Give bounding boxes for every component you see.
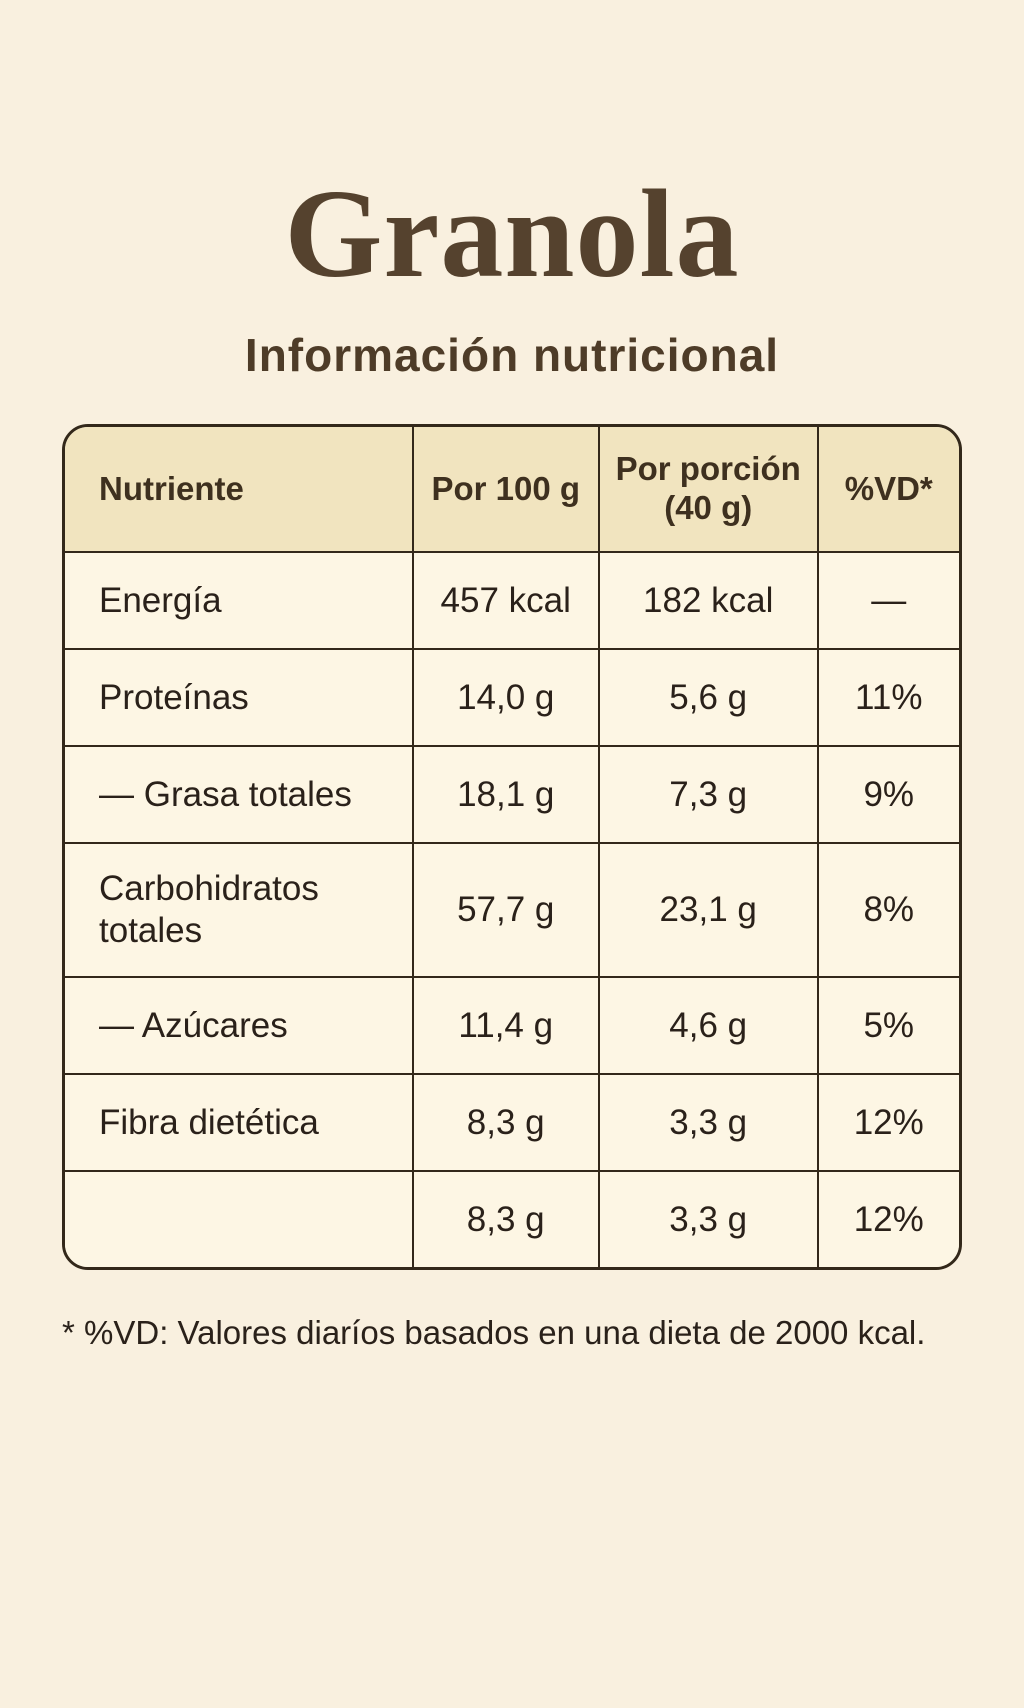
- cell-nutrient: Fibra dietética: [65, 1073, 414, 1172]
- cell-nutrient: — Azúcares: [65, 976, 414, 1075]
- column-header-vd: %VD*: [816, 427, 959, 553]
- cell-nutrient: Energía: [65, 551, 414, 650]
- cell-per-100g: 8,3 g: [411, 1073, 600, 1172]
- cell-per-portion: 7,3 g: [597, 745, 819, 844]
- cell-per-100g: 57,7 g: [411, 842, 600, 978]
- cell-vd: —: [816, 551, 959, 650]
- column-header-per-portion: Por porción (40 g): [597, 427, 819, 553]
- product-title: Granola: [284, 165, 740, 304]
- column-header-nutrient: Nutriente: [65, 427, 414, 553]
- cell-per-100g: 8,3 g: [411, 1170, 600, 1267]
- table-row-empty-label: 8,3 g 3,3 g 12%: [65, 1170, 959, 1267]
- cell-per-100g: 14,0 g: [411, 648, 600, 747]
- table-row-proteinas: Proteínas 14,0 g 5,6 g 11%: [65, 648, 959, 747]
- nutrition-label-page: Granola Información nutricional Nutrient…: [0, 172, 1024, 1708]
- cell-per-portion: 182 kcal: [597, 551, 819, 650]
- cell-nutrient: [65, 1170, 414, 1267]
- cell-nutrient: Carbohidratos totales: [65, 842, 414, 978]
- cell-per-100g: 18,1 g: [411, 745, 600, 844]
- cell-nutrient: — Grasa totales: [65, 745, 414, 844]
- cell-vd: 9%: [816, 745, 959, 844]
- cell-vd: 12%: [816, 1170, 959, 1267]
- cell-vd: 11%: [816, 648, 959, 747]
- cell-per-portion: 4,6 g: [597, 976, 819, 1075]
- column-header-per-100g: Por 100 g: [411, 427, 600, 553]
- cell-per-100g: 457 kcal: [411, 551, 600, 650]
- header-row: Nutriente Por 100 g Por porción (40 g) %…: [65, 427, 959, 553]
- table-row-carbohidratos: Carbohidratos totales 57,7 g 23,1 g 8%: [65, 842, 959, 978]
- nutrition-table: Nutriente Por 100 g Por porción (40 g) %…: [65, 427, 959, 1267]
- table-row-grasa-totales: — Grasa totales 18,1 g 7,3 g 9%: [65, 745, 959, 844]
- cell-vd: 5%: [816, 976, 959, 1075]
- cell-vd: 12%: [816, 1073, 959, 1172]
- table-row-azucares: — Azúcares 11,4 g 4,6 g 5%: [65, 976, 959, 1075]
- vd-footnote: * %VD: Valores diaríos basados en una di…: [62, 1314, 926, 1351]
- cell-per-portion: 23,1 g: [597, 842, 819, 978]
- cell-per-portion: 3,3 g: [597, 1073, 819, 1172]
- nutrition-table-frame: Nutriente Por 100 g Por porción (40 g) %…: [62, 424, 962, 1270]
- table-row-energia: Energía 457 kcal 182 kcal —: [65, 551, 959, 650]
- cell-vd: 8%: [816, 842, 959, 978]
- cell-per-portion: 5,6 g: [597, 648, 819, 747]
- table-row-fibra: Fibra dietética 8,3 g 3,3 g 12%: [65, 1073, 959, 1172]
- cell-per-portion: 3,3 g: [597, 1170, 819, 1267]
- cell-per-100g: 11,4 g: [411, 976, 600, 1075]
- page-subtitle: Información nutricional: [244, 329, 780, 381]
- cell-nutrient: Proteínas: [65, 648, 414, 747]
